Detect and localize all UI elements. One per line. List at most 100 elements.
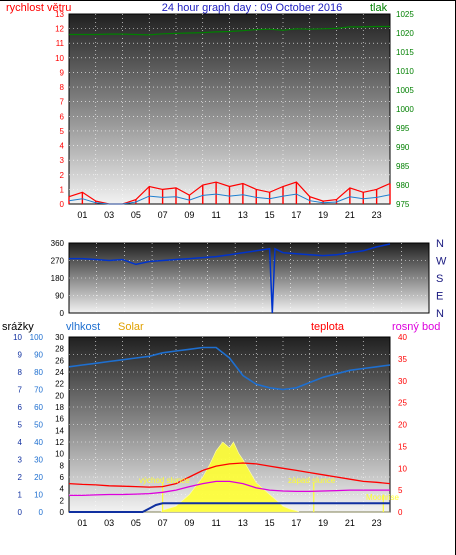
rain-tick-label: 8 [18,368,23,377]
wind-pressure-panel: rychlost větru 24 hour graph day : 09 Oc… [6,2,414,220]
rain-tick-label: 7 [18,386,23,395]
wind-speed-tick-label: 7 [60,98,65,107]
wind-direction-tick-label: 90 [55,292,64,301]
pressure-ticks: 975 980 985 990 995 1000 1005 1010 1015 1020 1025 [396,10,414,209]
left-temperature-tick-label: 6 [60,473,65,482]
wind-pressure-x-tick-label: 03 [104,210,114,220]
wind-speed-tick-label: 1 [60,185,65,194]
legend-solar: Solar [118,321,144,333]
temperature-humidity-panel: srážky vlhkost Solar teplota rosný bod 0… [2,321,440,528]
solar-area [69,441,390,513]
rain-tick-label: 9 [18,351,23,360]
pressure-tick-label: 1000 [396,105,414,114]
dewpoint-line [69,480,390,497]
wind-pressure-x-tick-label: 05 [131,210,141,220]
temperature-x-tick-label: 23 [372,518,382,528]
wind-speed-tick-label: 5 [60,127,65,136]
right-temperature-tick-label: 10 [398,464,407,473]
right-temperature-tick-label: 15 [398,442,407,451]
humidity-line [68,346,391,391]
wind-pressure-x-tick-label: 07 [158,210,168,220]
wind-direction-tick-label: 360 [51,239,65,248]
compass-label: E [436,291,443,303]
humidity-tick-label: 60 [34,403,43,412]
wind-speed-tick-label: 11 [56,39,65,48]
left-temperature-tick-label: 2 [60,496,65,505]
wind-speed-axis-title: rychlost větru [6,2,71,14]
right-temperature-tick-label: 30 [398,377,407,386]
left-temperature-tick-label: 22 [55,380,64,389]
pressure-line [69,25,390,36]
wind-direction-tick-label: 270 [51,257,65,266]
wind-speed-tick-label: 6 [60,112,65,121]
legend-humidity: vlhkost [66,321,100,333]
wind-direction-tick-label: 180 [51,274,65,283]
pressure-tick-label: 975 [396,200,410,209]
temperature-x-tick-label: 17 [291,518,301,528]
wind-direction-ticks: 0 90 180 270 360 [51,239,65,318]
right-temperature-tick-label: 35 [398,355,407,364]
wind-speed-tick-label: 4 [60,142,65,151]
wind-pressure-x-tick-label: 01 [77,210,87,220]
wind-pressure-x-tick-label: 17 [291,210,301,220]
pressure-tick-label: 995 [396,124,410,133]
wind-pressure-x-ticks: 01 03 05 07 09 11 13 15 17 19 21 23 [77,210,381,220]
wind-speed-tick-label: 0 [60,200,65,209]
left-temperature-tick-label: 26 [55,356,64,365]
pressure-tick-label: 1010 [396,67,414,76]
rain-tick-label: 10 [13,333,22,342]
temperature-x-tick-label: 21 [345,518,355,528]
wind-direction-tick-label: 0 [60,309,65,318]
temperature-x-tick-label: 01 [77,518,87,528]
pressure-axis-title: tlak [370,2,388,14]
rain-tick-label: 2 [18,473,23,482]
wind-speed-tick-label: 3 [60,156,65,165]
wind-pressure-x-tick-label: 13 [238,210,248,220]
pressure-tick-label: 1025 [396,10,414,19]
legend-dewpoint: rosný bod [392,321,440,333]
right-temperature-tick-label: 25 [398,399,407,408]
moonrise-label: Moonrise [366,493,399,502]
rain-tick-label: 6 [18,403,23,412]
pressure-tick-label: 980 [396,181,410,190]
chart-title: 24 hour graph day : 09 October 2016 [162,2,342,14]
temperature-x-tick-label: 05 [131,518,141,528]
wind-direction-grid [69,243,429,313]
wind-pressure-x-tick-label: 09 [184,210,194,220]
rain-tick-label: 5 [18,421,23,430]
right-temperature-tick-label: 0 [398,508,403,517]
humidity-tick-label: 90 [34,351,43,360]
pressure-tick-label: 1005 [396,86,414,95]
humidity-tick-label: 50 [34,421,43,430]
temperature-x-tick-label: 03 [104,518,114,528]
humidity-tick-label: 100 [30,333,44,342]
sunset-label: západ slunce [288,476,336,485]
left-temperature-tick-label: 18 [55,403,64,412]
left-temperature-tick-label: 4 [60,485,65,494]
humidity-tick-label: 70 [34,386,43,395]
left-temperature-tick-label: 0 [60,508,65,517]
temperature-panel-axes: 0123456789100102030405060708090100024681… [13,333,407,517]
humidity-tick-label: 30 [34,456,43,465]
wind-pressure-x-tick-label: 21 [345,210,355,220]
humidity-tick-label: 40 [34,438,43,447]
humidity-tick-label: 0 [39,508,44,517]
wind-direction-series [69,243,391,314]
wind-average-line [68,193,391,205]
compass-label: W [436,256,447,268]
temperature-x-tick-label: 11 [211,518,220,528]
left-temperature-tick-label: 8 [60,461,65,470]
pressure-tick-label: 1015 [396,48,414,57]
humidity-tick-label: 10 [34,491,43,500]
rain-tick-label: 3 [18,456,23,465]
pressure-tick-label: 1020 [396,29,414,38]
right-temperature-tick-label: 5 [398,486,403,495]
left-temperature-tick-label: 28 [55,345,64,354]
temperature-line [68,462,391,488]
wind-speed-tick-label: 13 [55,10,64,19]
left-temperature-tick-label: 14 [55,426,64,435]
compass-label: S [436,273,443,285]
humidity-tick-label: 80 [34,368,43,377]
